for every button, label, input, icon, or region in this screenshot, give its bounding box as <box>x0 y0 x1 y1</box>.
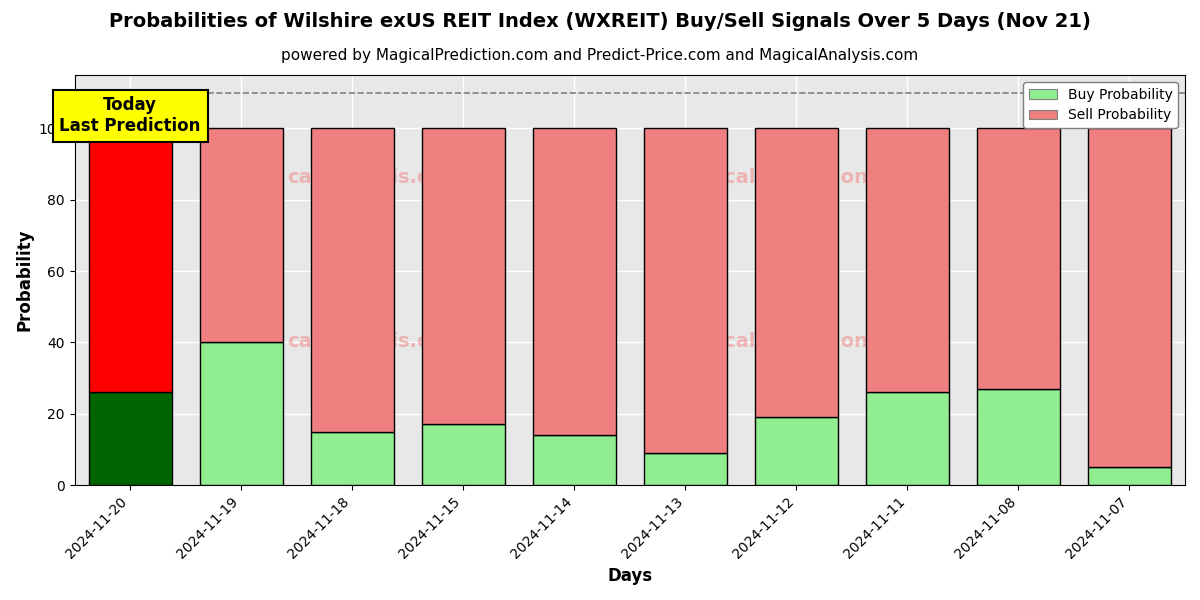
Text: calAnalysis.com: calAnalysis.com <box>287 168 462 187</box>
Bar <box>977 128 1060 389</box>
Y-axis label: Probability: Probability <box>16 229 34 331</box>
Text: MagicalPrediction.com: MagicalPrediction.com <box>672 168 922 187</box>
Bar <box>311 128 394 431</box>
Bar <box>199 343 283 485</box>
Text: powered by MagicalPrediction.com and Predict-Price.com and MagicalAnalysis.com: powered by MagicalPrediction.com and Pre… <box>281 48 919 63</box>
Bar <box>977 389 1060 485</box>
Bar <box>89 392 172 485</box>
Bar <box>1088 467 1171 485</box>
Bar <box>89 128 172 392</box>
Bar <box>311 431 394 485</box>
Bar <box>1088 128 1171 467</box>
Bar <box>199 128 283 343</box>
Bar <box>421 424 505 485</box>
Text: MagicalPrediction.com: MagicalPrediction.com <box>672 332 922 351</box>
Bar <box>533 128 616 435</box>
Bar <box>865 392 949 485</box>
Bar <box>755 418 838 485</box>
Text: calAnalysis.com: calAnalysis.com <box>287 332 462 351</box>
Legend: Buy Probability, Sell Probability: Buy Probability, Sell Probability <box>1024 82 1178 128</box>
Bar <box>755 128 838 418</box>
Bar <box>643 128 727 453</box>
Text: Probabilities of Wilshire exUS REIT Index (WXREIT) Buy/Sell Signals Over 5 Days : Probabilities of Wilshire exUS REIT Inde… <box>109 12 1091 31</box>
Bar <box>421 128 505 424</box>
Bar <box>643 453 727 485</box>
X-axis label: Days: Days <box>607 567 653 585</box>
Text: Today
Last Prediction: Today Last Prediction <box>60 97 200 135</box>
Bar <box>533 435 616 485</box>
Bar <box>865 128 949 392</box>
